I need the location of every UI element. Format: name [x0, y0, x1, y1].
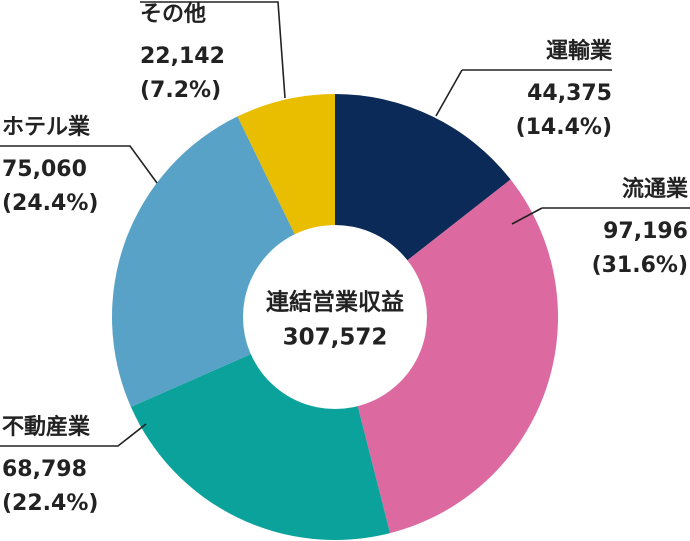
leader-line	[0, 145, 158, 184]
leader-line	[140, 1, 286, 99]
category-label: ホテル業	[2, 115, 91, 140]
leader-line	[0, 423, 147, 447]
value-label: 68,798	[2, 457, 87, 482]
value-label: 75,060	[2, 157, 87, 182]
category-label: 運輸業	[546, 38, 613, 64]
category-label: 流通業	[622, 176, 689, 202]
percent-label: (31.6%)	[592, 253, 688, 278]
slice	[335, 179, 559, 534]
leader-line	[511, 207, 690, 225]
percent-label: (14.4%)	[516, 115, 612, 140]
center-label: 連結営業収益	[266, 289, 404, 316]
value-label: 22,142	[140, 44, 225, 69]
value-label: 44,375	[527, 81, 612, 106]
percent-label: (24.4%)	[2, 191, 98, 216]
total-label: 307,572	[283, 325, 388, 351]
value-label: 97,196	[603, 219, 688, 244]
percent-label: (7.2%)	[140, 78, 221, 103]
percent-label: (22.4%)	[2, 491, 98, 516]
donut-hole	[243, 225, 427, 409]
category-label: その他	[140, 2, 206, 27]
leader-line	[435, 69, 612, 117]
category-label: 不動産業	[2, 414, 91, 440]
